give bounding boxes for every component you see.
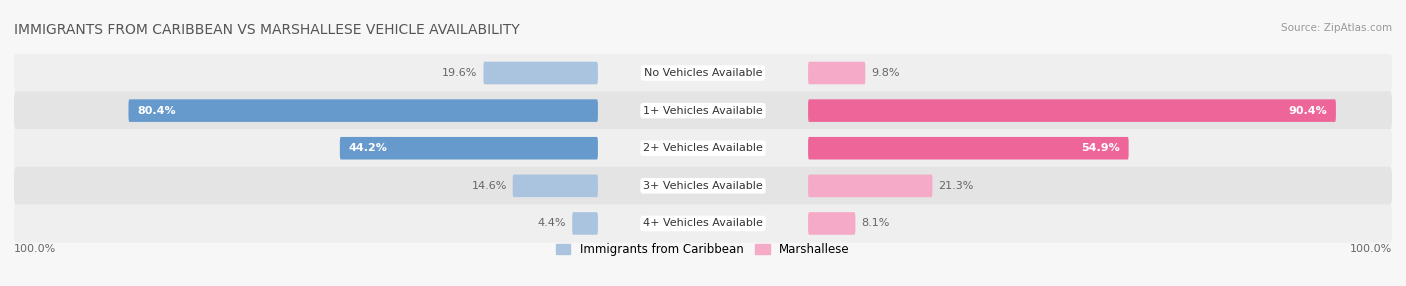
Text: 44.2%: 44.2% bbox=[349, 143, 388, 153]
FancyBboxPatch shape bbox=[128, 99, 598, 122]
Text: No Vehicles Available: No Vehicles Available bbox=[644, 68, 762, 78]
Text: 19.6%: 19.6% bbox=[443, 68, 478, 78]
Text: 100.0%: 100.0% bbox=[1350, 244, 1392, 254]
FancyBboxPatch shape bbox=[340, 137, 598, 160]
Text: 80.4%: 80.4% bbox=[138, 106, 176, 116]
FancyBboxPatch shape bbox=[14, 54, 1392, 92]
Text: 4.4%: 4.4% bbox=[538, 219, 567, 229]
Text: 100.0%: 100.0% bbox=[14, 244, 56, 254]
Text: IMMIGRANTS FROM CARIBBEAN VS MARSHALLESE VEHICLE AVAILABILITY: IMMIGRANTS FROM CARIBBEAN VS MARSHALLESE… bbox=[14, 23, 520, 37]
FancyBboxPatch shape bbox=[14, 204, 1392, 243]
Text: 1+ Vehicles Available: 1+ Vehicles Available bbox=[643, 106, 763, 116]
Text: 3+ Vehicles Available: 3+ Vehicles Available bbox=[643, 181, 763, 191]
Text: 14.6%: 14.6% bbox=[471, 181, 506, 191]
FancyBboxPatch shape bbox=[513, 174, 598, 197]
Legend: Immigrants from Caribbean, Marshallese: Immigrants from Caribbean, Marshallese bbox=[557, 243, 849, 256]
FancyBboxPatch shape bbox=[14, 167, 1392, 205]
FancyBboxPatch shape bbox=[484, 62, 598, 84]
Text: 8.1%: 8.1% bbox=[862, 219, 890, 229]
FancyBboxPatch shape bbox=[14, 129, 1392, 167]
Text: Source: ZipAtlas.com: Source: ZipAtlas.com bbox=[1281, 23, 1392, 33]
FancyBboxPatch shape bbox=[808, 212, 855, 235]
FancyBboxPatch shape bbox=[14, 92, 1392, 130]
FancyBboxPatch shape bbox=[808, 62, 865, 84]
Text: 9.8%: 9.8% bbox=[872, 68, 900, 78]
Text: 2+ Vehicles Available: 2+ Vehicles Available bbox=[643, 143, 763, 153]
FancyBboxPatch shape bbox=[572, 212, 598, 235]
Text: 4+ Vehicles Available: 4+ Vehicles Available bbox=[643, 219, 763, 229]
Text: 54.9%: 54.9% bbox=[1081, 143, 1119, 153]
FancyBboxPatch shape bbox=[808, 137, 1129, 160]
Text: 21.3%: 21.3% bbox=[938, 181, 974, 191]
FancyBboxPatch shape bbox=[808, 99, 1336, 122]
FancyBboxPatch shape bbox=[808, 174, 932, 197]
Text: 90.4%: 90.4% bbox=[1288, 106, 1327, 116]
